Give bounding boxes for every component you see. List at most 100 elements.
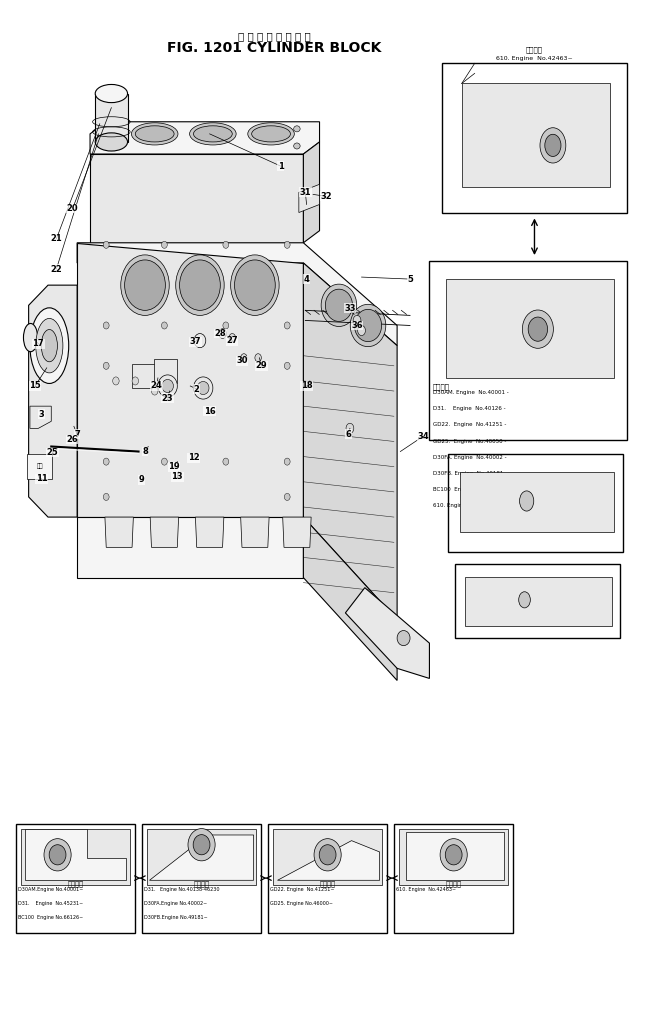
Ellipse shape [440, 839, 467, 871]
Ellipse shape [355, 309, 381, 342]
Ellipse shape [103, 494, 109, 501]
Polygon shape [77, 242, 397, 346]
Bar [394, 823, 514, 933]
Ellipse shape [190, 123, 236, 145]
Ellipse shape [321, 284, 357, 327]
Text: 30: 30 [236, 356, 248, 365]
Ellipse shape [113, 377, 119, 385]
Polygon shape [462, 83, 610, 188]
Ellipse shape [103, 241, 109, 248]
Ellipse shape [284, 458, 290, 465]
Polygon shape [150, 517, 179, 548]
Text: 15: 15 [29, 381, 41, 390]
Ellipse shape [284, 241, 290, 248]
Bar [442, 63, 627, 213]
Polygon shape [105, 517, 134, 548]
Text: 適用号等: 適用号等 [319, 880, 336, 887]
Text: D30FB. Engine  No.40181 -: D30FB. Engine No.40181 - [433, 470, 507, 476]
Ellipse shape [353, 315, 361, 325]
Bar [399, 828, 509, 885]
Polygon shape [90, 122, 319, 154]
Ellipse shape [175, 255, 224, 315]
Text: 適用号等: 適用号等 [433, 383, 450, 389]
Ellipse shape [445, 845, 462, 865]
Text: 28: 28 [215, 330, 226, 338]
Ellipse shape [235, 260, 275, 310]
Polygon shape [30, 407, 52, 428]
Ellipse shape [519, 592, 530, 607]
Text: 11: 11 [36, 475, 48, 484]
Ellipse shape [194, 126, 232, 142]
Polygon shape [303, 517, 397, 680]
Ellipse shape [545, 134, 561, 156]
Text: 適用号等: 適用号等 [526, 47, 543, 53]
Ellipse shape [314, 839, 341, 871]
Ellipse shape [132, 123, 178, 145]
Text: 24: 24 [151, 381, 162, 390]
Ellipse shape [218, 329, 226, 339]
Ellipse shape [198, 381, 209, 394]
Text: D31.    Engine  No.40126 -: D31. Engine No.40126 - [433, 407, 505, 412]
Bar [154, 359, 177, 383]
Text: 8: 8 [142, 447, 148, 456]
Bar [95, 93, 128, 142]
Polygon shape [29, 285, 77, 517]
Text: 9: 9 [139, 476, 145, 485]
Bar [455, 565, 620, 638]
Bar [21, 828, 130, 885]
Ellipse shape [49, 845, 66, 865]
Ellipse shape [319, 845, 336, 865]
Text: 米米: 米米 [37, 463, 43, 469]
Polygon shape [196, 517, 224, 548]
Ellipse shape [121, 255, 170, 315]
Text: 26: 26 [66, 435, 78, 444]
Polygon shape [77, 242, 303, 517]
Ellipse shape [179, 260, 220, 310]
Text: 4: 4 [304, 275, 310, 284]
Text: 1: 1 [278, 161, 284, 170]
Ellipse shape [293, 143, 300, 149]
Ellipse shape [30, 308, 68, 383]
Text: 18: 18 [301, 381, 312, 390]
Text: D30AM. Engine  No.40001 -: D30AM. Engine No.40001 - [433, 390, 509, 395]
Polygon shape [303, 263, 397, 620]
Bar [430, 261, 627, 440]
Text: 32: 32 [320, 192, 332, 201]
Text: 3: 3 [38, 410, 44, 419]
Text: D31.   Engine No.40138-46230: D31. Engine No.40138-46230 [143, 886, 219, 891]
Text: GD25.  Engine  No.40050 -: GD25. Engine No.40050 - [433, 439, 506, 443]
Text: 33: 33 [344, 304, 356, 313]
Polygon shape [90, 154, 303, 242]
Text: 610. Engine  No.42463~: 610. Engine No.42463~ [396, 886, 456, 891]
Text: 38: 38 [452, 392, 464, 402]
Text: 21: 21 [51, 234, 63, 243]
Polygon shape [299, 185, 319, 213]
Ellipse shape [223, 322, 229, 329]
Text: 610. Engine  No.42463~: 610. Engine No.42463~ [496, 56, 573, 61]
Text: 35: 35 [452, 409, 464, 418]
Text: GD22.  Engine  No.41251 -: GD22. Engine No.41251 - [433, 423, 506, 428]
Text: FIG. 1201 CYLINDER BLOCK: FIG. 1201 CYLINDER BLOCK [167, 42, 381, 55]
Text: 6: 6 [346, 430, 351, 439]
Text: 17: 17 [33, 339, 44, 348]
Bar [147, 828, 256, 885]
Ellipse shape [162, 241, 168, 248]
Ellipse shape [325, 289, 353, 321]
Text: 適用号等: 適用号等 [446, 880, 462, 887]
Text: 13: 13 [171, 473, 183, 482]
Polygon shape [241, 517, 269, 548]
Ellipse shape [103, 362, 109, 369]
Text: D30FB.Engine No.49181~: D30FB.Engine No.49181~ [143, 915, 207, 920]
Ellipse shape [162, 458, 168, 465]
Text: 16: 16 [204, 407, 216, 416]
Polygon shape [278, 841, 379, 880]
Ellipse shape [151, 387, 158, 395]
Ellipse shape [95, 84, 128, 102]
Ellipse shape [188, 828, 215, 861]
Ellipse shape [36, 318, 63, 373]
Text: 20: 20 [67, 204, 78, 213]
Ellipse shape [194, 377, 213, 400]
Ellipse shape [520, 491, 534, 511]
Ellipse shape [162, 322, 168, 329]
Bar [268, 823, 387, 933]
